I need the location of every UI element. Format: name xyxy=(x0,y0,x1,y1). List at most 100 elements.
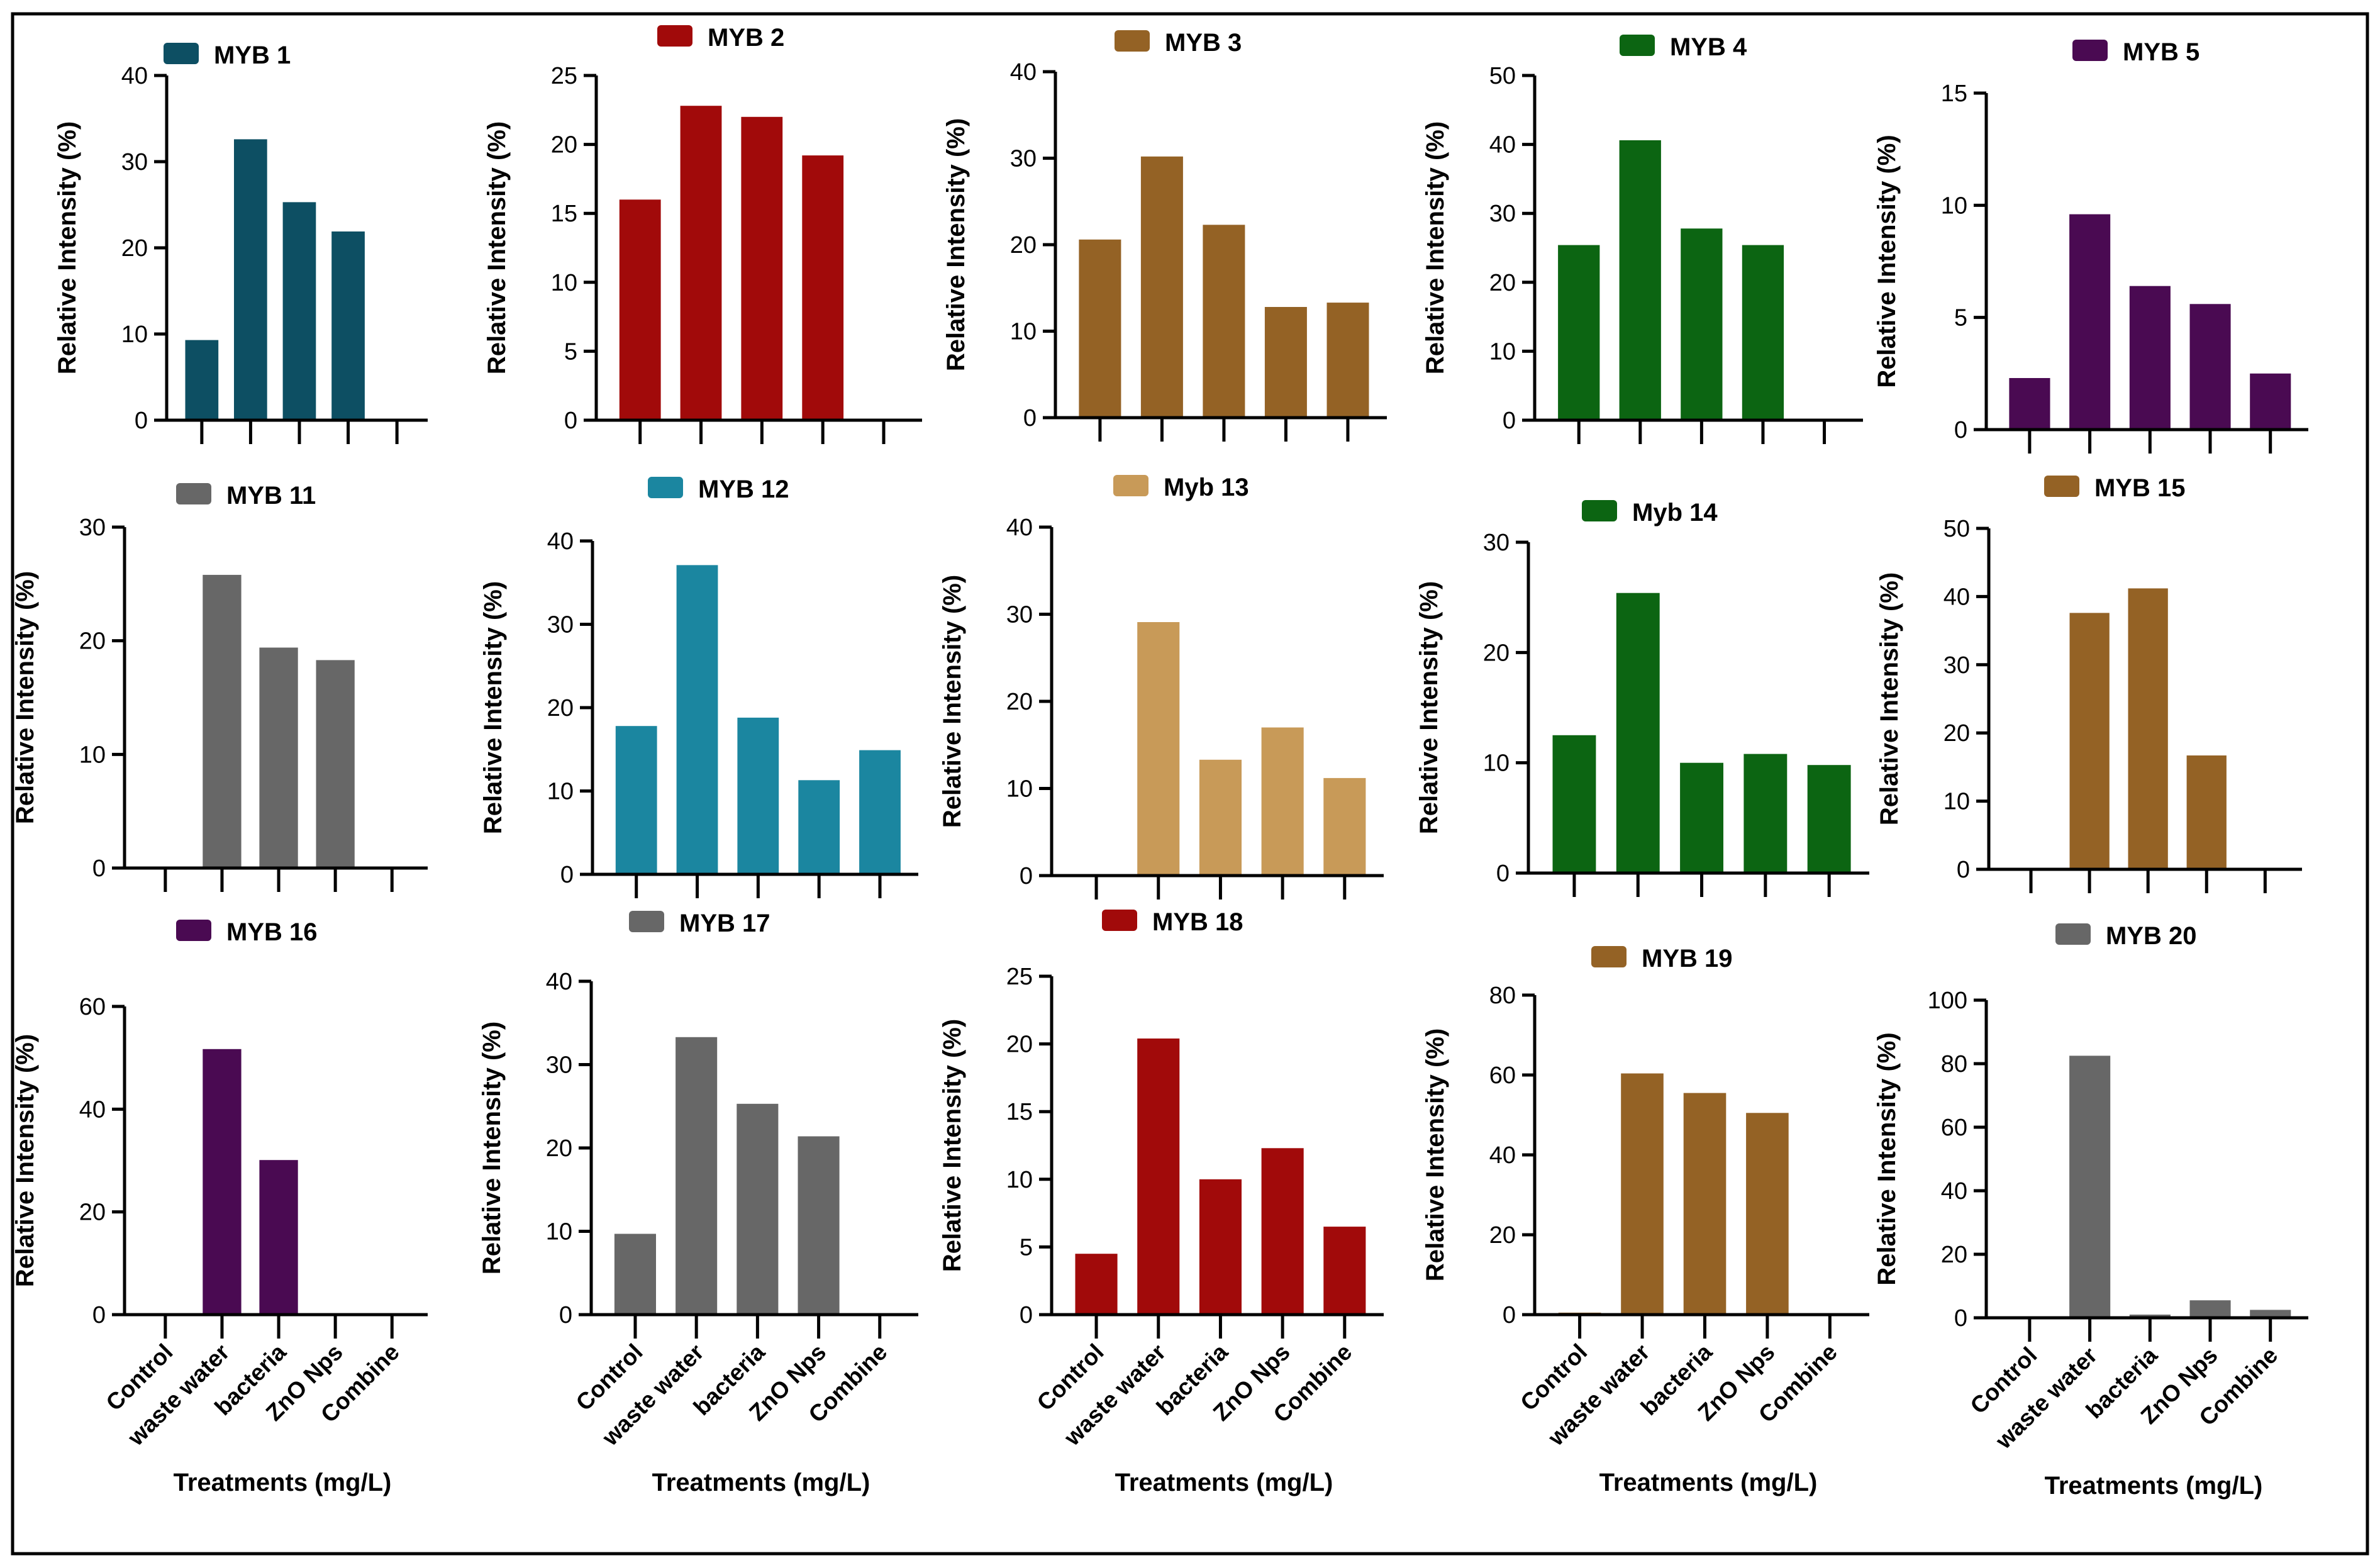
y-tick-label: 10 xyxy=(1010,319,1037,345)
legend-swatch xyxy=(1115,30,1150,52)
x-axis-title: Treatments (mg/L) xyxy=(1115,1469,1333,1496)
y-tick-label: 20 xyxy=(1941,1242,1967,1268)
bar-myb-4-bacteria xyxy=(1681,228,1723,420)
y-tick-label: 10 xyxy=(1483,750,1510,777)
y-tick-label: 30 xyxy=(1006,602,1033,628)
y-tick-label: 40 xyxy=(121,63,148,89)
legend-label: Myb 13 xyxy=(1164,474,1249,501)
y-tick-label: 10 xyxy=(1941,192,1967,219)
y-axis-title: Relative Intensity (%) xyxy=(938,575,966,828)
bar-myb-20-bacteria xyxy=(2129,1314,2171,1318)
legend-myb-3: MYB 3 xyxy=(1115,29,1242,57)
x-axis-title: Treatments (mg/L) xyxy=(174,1469,392,1496)
y-axis-title: Relative Intensity (%) xyxy=(483,121,511,374)
legend-swatch xyxy=(657,25,692,47)
legend-swatch xyxy=(164,43,199,64)
bar-myb-17-bacteria xyxy=(737,1103,779,1315)
y-axis-title: Relative Intensity (%) xyxy=(938,1019,966,1272)
y-tick-label: 25 xyxy=(1006,964,1033,990)
y-tick-label: 0 xyxy=(564,408,577,434)
legend-label: MYB 2 xyxy=(708,24,784,52)
y-tick-label: 40 xyxy=(1489,1142,1516,1169)
y-tick-label: 80 xyxy=(1489,983,1516,1009)
legend-myb-15: MYB 15 xyxy=(2044,474,2186,502)
bar-myb-3-control xyxy=(1079,239,1121,418)
y-tick-label: 20 xyxy=(546,1135,572,1162)
y-tick-label: 10 xyxy=(547,779,574,805)
y-tick-label: 30 xyxy=(546,1052,572,1079)
x-axis-title: Treatments (mg/L) xyxy=(2045,1472,2263,1500)
y-tick-label: 30 xyxy=(121,149,148,175)
legend-swatch xyxy=(1591,946,1627,967)
chart-panel-myb-14: 0 10 20 30 Relative Intensity (%) Myb 14 xyxy=(1415,499,1869,897)
legend-label: MYB 5 xyxy=(2123,38,2199,66)
bar-myb-11-waste-water xyxy=(203,574,242,868)
legend-swatch xyxy=(1620,35,1655,56)
y-axis-title: Relative Intensity (%) xyxy=(1415,581,1443,834)
y-tick-label: 0 xyxy=(1503,408,1516,434)
y-tick-label: 30 xyxy=(1489,201,1516,227)
legend-label: MYB 1 xyxy=(214,42,291,69)
y-axis-title: Relative Intensity (%) xyxy=(942,118,970,371)
y-axis-title: Relative Intensity (%) xyxy=(478,1022,506,1274)
y-tick-label: 10 xyxy=(1489,338,1516,365)
legend-myb-1: MYB 1 xyxy=(164,42,291,69)
chart-panel-myb-15: 0 10 20 30 40 50 Relative Intensity (%) MYB 15 xyxy=(1876,474,2302,893)
chart-panel-myb-5: 0 5 10 15 Relative Intensity (%) MYB 5 xyxy=(1873,38,2308,454)
y-tick-label: 0 xyxy=(560,862,574,888)
bar-myb-3-bacteria xyxy=(1203,225,1245,418)
legend-swatch xyxy=(2044,476,2079,497)
bar-myb-17-waste-water xyxy=(676,1037,718,1315)
y-tick-label: 30 xyxy=(1010,146,1037,172)
bar-myb-12-bacteria xyxy=(737,717,779,874)
y-tick-label: 15 xyxy=(1941,81,1967,107)
y-axis-title: Relative Intensity (%) xyxy=(1421,121,1449,374)
y-tick-label: 20 xyxy=(547,695,574,721)
y-tick-label: 30 xyxy=(79,515,106,541)
legend-myb-12: MYB 12 xyxy=(648,476,789,503)
y-tick-label: 20 xyxy=(1943,720,1970,747)
y-tick-label: 60 xyxy=(1489,1062,1516,1089)
y-axis-title: Relative Intensity (%) xyxy=(53,121,81,374)
bar-myb-12-zno-nps xyxy=(798,780,840,874)
chart-panel-myb-2: 0 5 10 15 20 25 Relative Intensity (%) MYB 2 xyxy=(483,24,922,444)
chart-panel-myb-4: 0 10 20 30 40 50 Relative Intensity (%) MYB 4 xyxy=(1421,33,1863,444)
y-tick-label: 5 xyxy=(564,338,577,365)
bar-myb-2-control xyxy=(619,199,661,420)
bar-myb-14-combine xyxy=(1807,765,1851,873)
bar-myb-15-waste-water xyxy=(2069,613,2110,869)
bar-myb-1-control xyxy=(185,340,219,420)
legend-label: MYB 12 xyxy=(698,476,789,503)
bar-myb-4-control xyxy=(1558,245,1600,420)
y-tick-label: 10 xyxy=(1006,1167,1033,1193)
y-tick-label: 50 xyxy=(1489,63,1516,89)
y-tick-label: 0 xyxy=(1503,1302,1516,1328)
y-tick-label: 0 xyxy=(1020,1302,1033,1328)
bar-myb-11-bacteria xyxy=(259,647,298,868)
bar-myb-14-waste-water xyxy=(1616,593,1660,873)
bar-myb-19-waste-water xyxy=(1621,1073,1664,1315)
y-tick-label: 40 xyxy=(1941,1178,1967,1205)
bar-myb-14-control xyxy=(1552,735,1596,873)
y-axis-title: Relative Intensity (%) xyxy=(11,571,39,824)
legend-swatch xyxy=(629,911,664,932)
legend-swatch xyxy=(2055,923,2091,945)
y-tick-label: 40 xyxy=(1010,59,1037,86)
bar-myb-12-waste-water xyxy=(676,565,718,874)
y-tick-label: 10 xyxy=(546,1219,572,1245)
y-tick-label: 40 xyxy=(79,1096,106,1123)
y-tick-label: 5 xyxy=(1954,305,1967,331)
bar-myb-18-combine xyxy=(1323,1227,1366,1315)
bar-myb-13-waste-water xyxy=(1137,622,1180,876)
y-tick-label: 60 xyxy=(1941,1115,1967,1141)
y-tick-label: 20 xyxy=(79,1200,106,1226)
legend-swatch xyxy=(176,920,211,941)
panels: 0 10 20 30 40 Relative Intensity (%) MYB 1 0 5 10… xyxy=(11,24,2308,1500)
y-axis-title: Relative Intensity (%) xyxy=(479,581,507,834)
bar-myb-12-control xyxy=(615,726,657,874)
bar-myb-19-zno-nps xyxy=(1746,1113,1789,1315)
bar-myb-14-zno-nps xyxy=(1743,754,1788,873)
